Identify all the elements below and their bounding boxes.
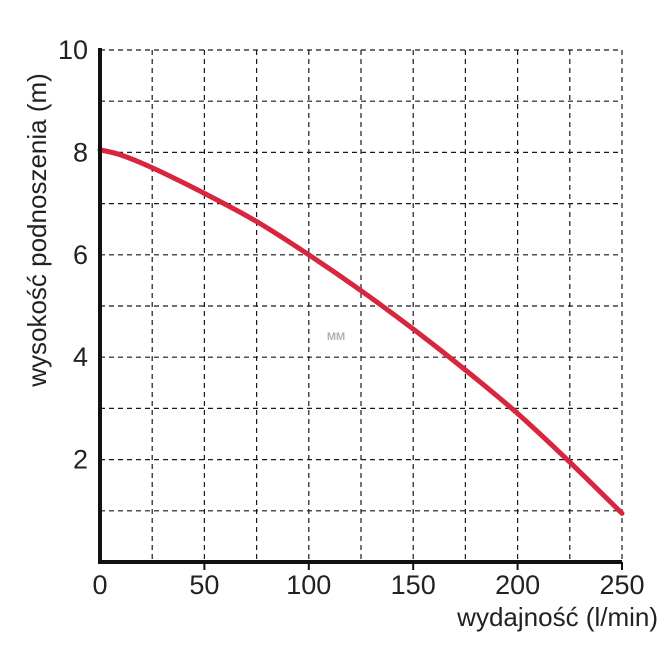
watermark: MM xyxy=(327,331,345,343)
x-axis-title: wydajność (l/min) xyxy=(456,602,658,632)
axes xyxy=(98,48,623,570)
x-tick-label: 200 xyxy=(495,570,540,600)
y-tick-label: 2 xyxy=(73,445,88,475)
x-tick-label: 50 xyxy=(189,570,219,600)
pump-curve-line xyxy=(97,147,625,516)
x-tick-label: 0 xyxy=(92,570,107,600)
y-tick-label: 4 xyxy=(73,342,88,372)
y-tick-label: 6 xyxy=(73,240,88,270)
y-tick-label: 8 xyxy=(73,137,88,167)
series-layer xyxy=(97,147,625,516)
y-tick-label: 10 xyxy=(58,35,88,65)
x-tick-label: 250 xyxy=(599,570,644,600)
grid-lines xyxy=(100,49,623,562)
x-tick-label: 100 xyxy=(286,570,331,600)
x-tick-label: 150 xyxy=(391,570,436,600)
tick-labels: 0 50 100 150 200 250 2 4 6 8 10 xyxy=(58,35,645,600)
y-axis-title: wysokość podnoszenia (m) xyxy=(22,73,52,388)
